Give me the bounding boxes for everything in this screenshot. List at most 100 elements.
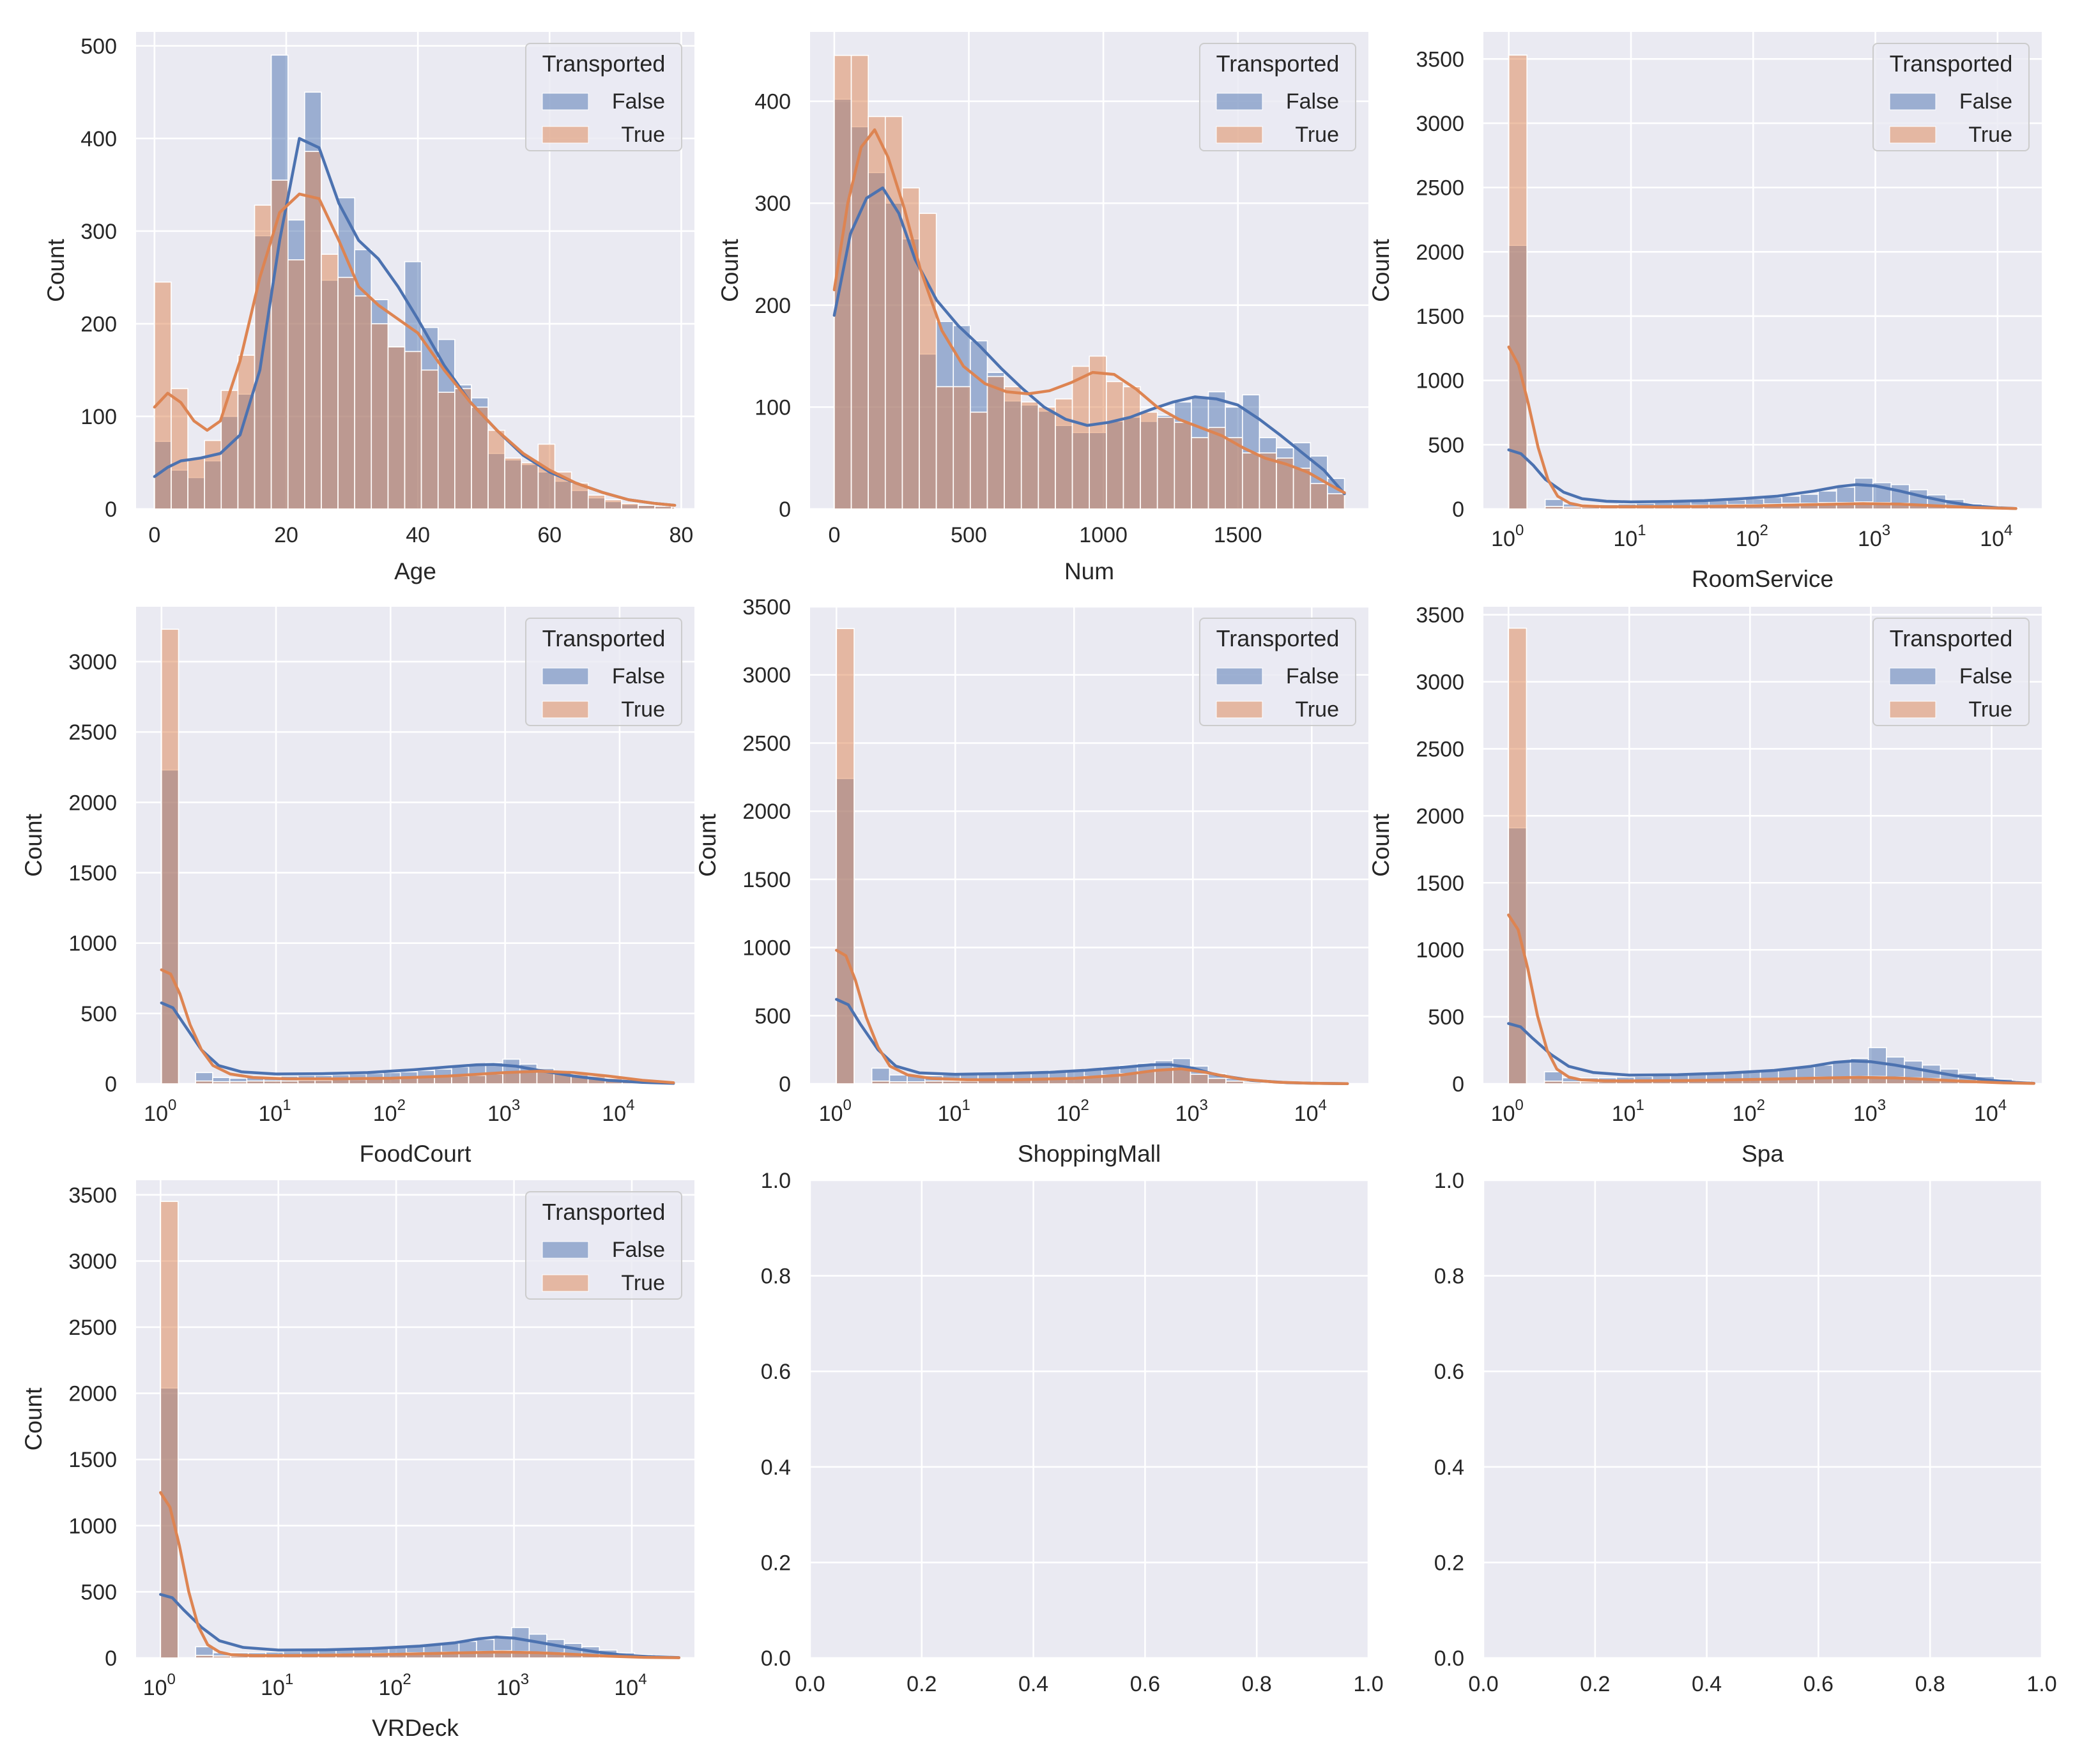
histogram-bar-true xyxy=(1543,1081,1563,1084)
x-tick-label: 20 xyxy=(274,523,298,547)
histogram-bar-true xyxy=(1225,437,1243,510)
x-tick-exponent: 1 xyxy=(285,1671,293,1688)
legend-swatch-true xyxy=(1889,701,1936,719)
histogram-bar-true xyxy=(454,388,472,510)
histogram-bar-true xyxy=(871,1080,891,1084)
histogram-bar-true xyxy=(850,54,869,510)
x-tick-label: 0.8 xyxy=(1915,1672,1945,1696)
x-tick-exponent: 3 xyxy=(1878,1097,1886,1114)
histogram-bar-true xyxy=(337,277,355,510)
legend: Transported False True xyxy=(525,43,682,151)
x-tick-exponent: 3 xyxy=(1882,522,1890,539)
histogram-bar-true xyxy=(314,1079,333,1084)
histogram-bar-true xyxy=(212,1081,231,1084)
x-tick-label: 1.0 xyxy=(1353,1672,1383,1696)
kde-line-false xyxy=(1507,1022,2035,1085)
y-axis-label: Count xyxy=(20,813,47,876)
legend-swatch-false xyxy=(1216,93,1263,110)
legend-label-false: False xyxy=(1286,89,1339,114)
legend: Transported False True xyxy=(525,618,682,726)
histogram-bar-true xyxy=(884,116,903,510)
y-tick-label: 1.0 xyxy=(1434,1169,1464,1193)
x-tick-exponent: 1 xyxy=(1636,1097,1644,1114)
legend: Transported False True xyxy=(1872,618,2030,726)
legend: Transported False True xyxy=(1199,618,1356,726)
y-tick-label: 400 xyxy=(80,127,117,151)
histogram-bar-true xyxy=(986,376,1005,510)
histogram-bar-true xyxy=(263,1080,282,1084)
legend-title: Transported xyxy=(542,625,666,651)
x-axis-label: Spa xyxy=(1741,1141,1784,1167)
y-tick-label: 400 xyxy=(754,90,791,114)
histogram-bar-true xyxy=(487,429,505,510)
histogram-bar-true xyxy=(1544,506,1565,510)
x-tick-exponent: 3 xyxy=(512,1097,520,1114)
histogram-bar-true xyxy=(451,1076,470,1084)
y-tick-label: 0.4 xyxy=(761,1456,791,1480)
histogram-bar-true xyxy=(371,323,389,510)
histogram-bar-true xyxy=(953,386,971,510)
legend-box xyxy=(525,43,682,151)
histogram-bar-true xyxy=(468,1074,487,1084)
legend-swatch-true xyxy=(1216,126,1263,144)
legend-title: Transported xyxy=(1890,50,2013,77)
x-tick-label: 0 xyxy=(148,523,160,547)
legend: Transported False True xyxy=(1872,43,2030,151)
x-tick-label: 500 xyxy=(951,523,987,547)
y-tick-label: 3000 xyxy=(68,1249,117,1274)
legend-label-false: False xyxy=(1959,664,2012,688)
x-tick-exponent: 4 xyxy=(1998,1097,2007,1114)
y-tick-label: 3000 xyxy=(742,664,791,688)
histogram-bar-true xyxy=(1191,437,1209,510)
legend-label-true: True xyxy=(621,1271,665,1295)
histogram-bar-true xyxy=(195,1655,214,1659)
histogram-bar-true xyxy=(537,443,556,510)
histogram-bar-true xyxy=(160,1201,179,1659)
legend-swatch-true xyxy=(1889,126,1936,144)
x-tick-exponent: 1 xyxy=(1637,522,1646,539)
y-tick-label: 500 xyxy=(80,34,117,59)
y-tick-label: 3500 xyxy=(742,595,791,620)
histogram-bar-true xyxy=(1259,452,1277,510)
kde-line-false xyxy=(159,1593,681,1659)
histogram-bar-true xyxy=(519,1071,538,1084)
histogram-bar-true xyxy=(485,1073,503,1084)
histogram-bar-true xyxy=(970,411,988,510)
x-axis-label: Age xyxy=(394,558,436,584)
histogram-bar-true xyxy=(246,1080,264,1084)
x-tick-exponent: 4 xyxy=(626,1097,634,1114)
y-tick-label: 500 xyxy=(80,1580,117,1604)
histogram-bar-true xyxy=(297,1079,316,1084)
x-axis-label: Num xyxy=(1064,558,1114,584)
histogram-bar-true xyxy=(1174,422,1192,510)
legend-swatch-false xyxy=(1216,667,1263,685)
legend-swatch-false xyxy=(1889,667,1936,685)
legend-box xyxy=(1199,43,1356,151)
x-tick-exponent: 2 xyxy=(1757,1097,1765,1114)
histogram-bar-true xyxy=(212,1655,232,1659)
x-tick-label: 103 xyxy=(487,1097,520,1126)
x-tick-label: 101 xyxy=(938,1097,970,1126)
legend-swatch-false xyxy=(542,93,589,110)
y-tick-label: 1000 xyxy=(68,1514,117,1539)
subplot-empty-8: 0.0 0.2 0.4 0.6 0.8 1.0 0.0 0.2 0.4 0.6 0.8 1.0 xyxy=(1434,1169,2057,1696)
y-tick-label: 200 xyxy=(80,312,117,337)
histogram-bar-true xyxy=(1225,1080,1244,1084)
subplot-age: 0 20 40 60 80 0 100 200 300 400 500 Age Count Transpo… xyxy=(43,32,694,584)
histogram-bar-true xyxy=(1020,401,1039,510)
histogram-bar-true xyxy=(229,1081,248,1084)
legend-label-true: True xyxy=(1295,697,1339,722)
histogram-bar-true xyxy=(671,506,675,510)
histogram-bar-true xyxy=(1508,54,1528,510)
y-tick-label: 1000 xyxy=(742,936,791,961)
histogram-bar-true xyxy=(907,1081,926,1084)
y-tick-label: 500 xyxy=(1428,1005,1464,1030)
plot-area xyxy=(1483,1180,2042,1658)
histogram-bar-true xyxy=(471,406,489,510)
x-tick-label: 0.6 xyxy=(1130,1672,1160,1696)
y-tick-label: 1500 xyxy=(1416,871,1464,895)
histogram-bar-true xyxy=(654,505,673,510)
x-tick-label: 0.2 xyxy=(1580,1672,1610,1696)
legend-swatch-true xyxy=(542,126,589,144)
x-tick-label: 1500 xyxy=(1214,523,1262,547)
